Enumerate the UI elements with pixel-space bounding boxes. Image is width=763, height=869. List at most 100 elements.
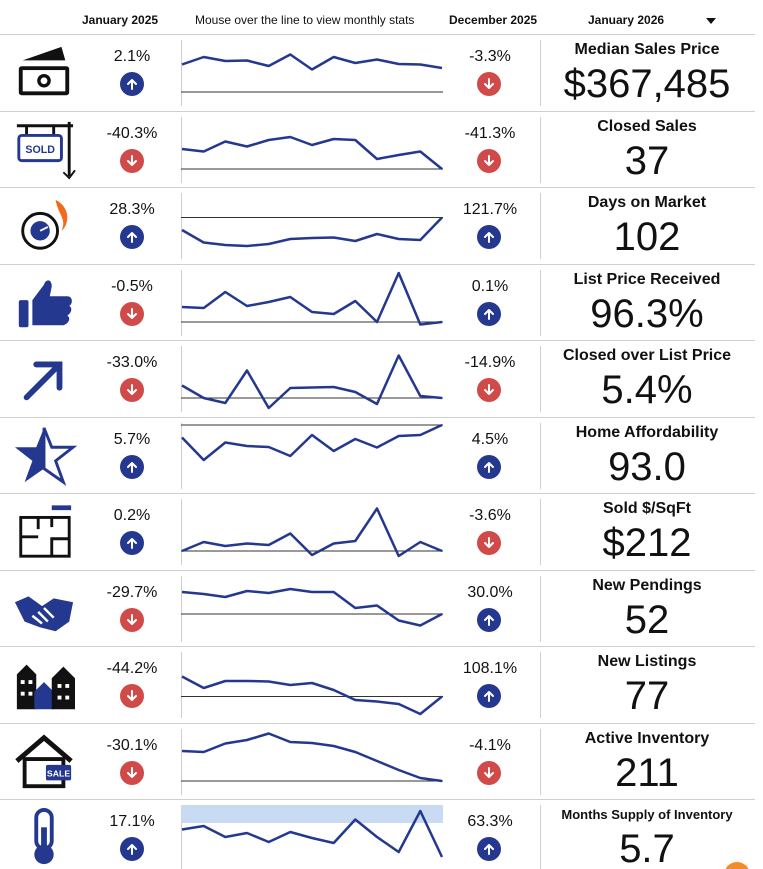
arrow-up-icon (477, 607, 501, 632)
chat-bubble-button[interactable] (724, 862, 750, 869)
chevron-down-icon[interactable] (706, 18, 716, 24)
sparkline-chart[interactable] (181, 340, 443, 416)
column-divider (181, 575, 182, 642)
arrow-down-icon (120, 684, 144, 708)
yoy-change: 0.2% (113, 507, 151, 524)
yoy-change: -44.2% (106, 660, 158, 677)
row-divider (0, 110, 755, 112)
metric-row-active-inventory: SALE -30.1% -4.1% Active Inventory 211 (0, 722, 763, 799)
mom-change: -3.6% (469, 507, 511, 524)
metric-title: Home Affordability (575, 423, 719, 441)
svg-text:SOLD: SOLD (25, 143, 55, 155)
sparkline-chart[interactable] (181, 493, 443, 569)
column-divider (181, 422, 182, 489)
row-divider (0, 569, 755, 571)
row-divider (0, 34, 755, 35)
metric-title: Closed Sales (597, 117, 697, 135)
arrow-down-icon (477, 531, 501, 555)
metric-title: Months Supply of Inventory (561, 807, 733, 822)
column-divider (181, 652, 182, 718)
sparkline-chart[interactable] (181, 111, 443, 187)
arrow-down-icon (120, 301, 144, 326)
sparkline-series[interactable] (181, 216, 443, 248)
arrow-down-icon (120, 607, 144, 632)
sparkline-chart[interactable] (181, 34, 443, 110)
metric-title: Median Sales Price (574, 41, 720, 58)
yoy-change: 2.1% (113, 48, 151, 65)
yoy-change: -33.0% (106, 354, 158, 371)
yoy-change: -0.5% (111, 277, 153, 295)
row-divider (0, 416, 755, 418)
metric-title: New Listings (597, 653, 697, 670)
sparkline-series[interactable] (181, 354, 443, 410)
sparkline-chart[interactable] (181, 417, 443, 493)
sparkline-series[interactable] (181, 423, 443, 461)
sparkline-series[interactable] (181, 271, 443, 326)
yoy-change: -40.3% (106, 124, 158, 142)
arrow-up-icon (120, 454, 144, 479)
metric-title: Days on Market (587, 194, 707, 211)
column-divider (181, 40, 182, 106)
metric-value: $367,485 (563, 62, 731, 106)
mom-change: 63.3% (467, 813, 513, 830)
metric-value: 93.0 (608, 444, 686, 489)
sparkline-series[interactable] (181, 507, 443, 558)
row-divider (0, 263, 755, 265)
metric-row-months-supply: 17.1% 63.3% Months Supply of Inventory 5.7 (0, 799, 763, 869)
arrow-down-icon (120, 378, 144, 402)
metric-row-new-listings: -44.2% 108.1% New Listings 77 (0, 646, 763, 722)
metric-value: 37 (624, 138, 670, 183)
arrow-down-icon (120, 148, 144, 173)
mom-change: -4.1% (469, 736, 511, 754)
metric-title: List Price Received (573, 270, 721, 288)
arrow-down-icon (120, 760, 144, 785)
sparkline-chart[interactable] (181, 570, 443, 646)
thermometer-icon (6, 803, 82, 869)
period-select[interactable]: January 2026 (588, 13, 665, 27)
arrow-down-icon (477, 148, 501, 173)
svg-text:SALE: SALE (47, 768, 70, 778)
column-divider (540, 728, 541, 795)
metric-row-closed-sales: SOLD -40.3% -41.3% Closed Sales 37 (0, 110, 763, 187)
sparkline-chart[interactable] (181, 799, 443, 869)
sparkline-series[interactable] (181, 135, 443, 170)
column-divider (540, 805, 541, 869)
column-divider (540, 575, 541, 642)
yoy-change: -30.1% (106, 736, 158, 754)
arrow-up-icon (120, 72, 144, 96)
column-divider (540, 422, 541, 489)
column-divider (540, 499, 541, 565)
arrow-up-icon (477, 454, 501, 479)
sparkline-series[interactable] (181, 587, 443, 627)
arrow-up-right-icon (6, 344, 82, 412)
row-divider (0, 493, 755, 494)
row-divider (0, 722, 755, 724)
metric-row-list-price-received: -0.5% 0.1% List Price Received 96.3% (0, 263, 763, 340)
metric-row-sold-per-sqft: 0.2% -3.6% Sold $/SqFt $212 (0, 493, 763, 569)
right-period-label: December 2025 (449, 13, 538, 27)
arrow-up-icon (120, 531, 144, 555)
row-divider (0, 646, 755, 647)
column-divider (181, 728, 182, 795)
sparkline-chart[interactable] (181, 187, 443, 263)
column-divider (540, 116, 541, 183)
sparkline-series[interactable] (181, 675, 443, 716)
metric-value: 77 (624, 674, 670, 718)
row-divider (0, 799, 755, 800)
column-divider (540, 269, 541, 336)
column-divider (181, 805, 182, 869)
thumbs-up-icon (6, 268, 82, 336)
sparkline-chart[interactable] (181, 264, 443, 340)
sparkline-series[interactable] (181, 809, 443, 858)
yoy-change: 28.3% (109, 201, 155, 218)
house-sale-icon: SALE (6, 727, 82, 795)
sparkline-chart[interactable] (181, 723, 443, 799)
sparkline-chart[interactable] (181, 646, 443, 722)
sparkline-series[interactable] (181, 53, 443, 71)
column-divider (181, 193, 182, 259)
sparkline-series[interactable] (181, 731, 443, 782)
stopwatch-icon (6, 191, 82, 259)
metric-value: 102 (613, 215, 681, 259)
star-icon (6, 421, 82, 489)
arrow-down-icon (477, 378, 501, 402)
